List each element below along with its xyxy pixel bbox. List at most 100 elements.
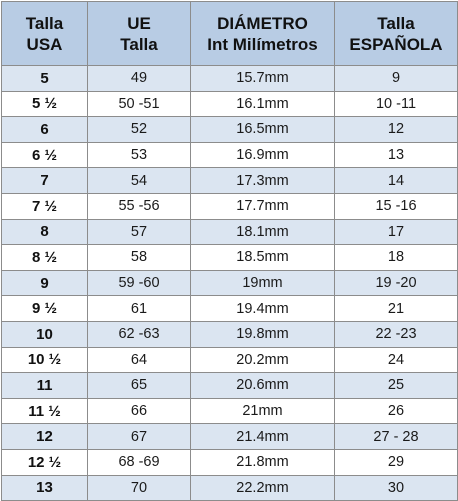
table-row: 13 70 22.2mm 30 — [1, 474, 458, 501]
cell-diametro: 15.7mm — [190, 65, 335, 92]
header-diametro-line2: Int Milímetros — [207, 34, 318, 54]
cell-diametro: 19.4mm — [190, 295, 335, 322]
table-row: 7 ½ 55 -56 17.7mm 15 -16 — [1, 192, 458, 220]
cell-usa: 12 — [1, 423, 88, 450]
table-header: Talla USA UE Talla DIÁMETRO Int Milímetr… — [1, 1, 458, 66]
table-body: 5 49 15.7mm 9 5 ½ 50 -51 16.1mm 10 -11 6… — [1, 65, 458, 501]
cell-diametro: 21.8mm — [190, 448, 335, 476]
table-row: 10 62 -63 19.8mm 22 -23 — [1, 320, 458, 348]
cell-espanola: 9 — [334, 65, 458, 92]
cell-espanola: 17 — [334, 218, 458, 246]
cell-usa: 6 — [1, 116, 88, 143]
cell-diametro: 17.7mm — [190, 192, 335, 220]
cell-ue: 61 — [87, 295, 191, 322]
header-talla-espanola: Talla ESPAÑOLA — [334, 1, 458, 66]
header-talla-usa-line2: USA — [26, 34, 63, 54]
cell-usa: 5 ½ — [1, 90, 88, 118]
table-row: 11 ½ 66 21mm 26 — [1, 397, 458, 425]
cell-ue: 54 — [87, 167, 191, 194]
cell-diametro: 20.6mm — [190, 372, 335, 399]
cell-ue: 68 -69 — [87, 448, 191, 476]
cell-usa: 10 — [1, 320, 88, 348]
cell-ue: 66 — [87, 397, 191, 425]
header-row: Talla USA UE Talla DIÁMETRO Int Milímetr… — [1, 1, 458, 66]
cell-usa: 8 — [1, 218, 88, 246]
cell-ue: 52 — [87, 116, 191, 143]
table-row: 5 ½ 50 -51 16.1mm 10 -11 — [1, 90, 458, 118]
cell-ue: 65 — [87, 372, 191, 399]
cell-usa: 12 ½ — [1, 448, 88, 476]
header-diametro: DIÁMETRO Int Milímetros — [190, 1, 335, 66]
cell-usa: 5 — [1, 65, 88, 92]
cell-diametro: 21mm — [190, 397, 335, 425]
cell-espanola: 25 — [334, 372, 458, 399]
cell-usa: 10 ½ — [1, 346, 88, 374]
cell-espanola: 27 - 28 — [334, 423, 458, 450]
cell-usa: 7 ½ — [1, 192, 88, 220]
cell-espanola: 26 — [334, 397, 458, 425]
cell-espanola: 29 — [334, 448, 458, 476]
table-row: 5 49 15.7mm 9 — [1, 65, 458, 92]
cell-espanola: 12 — [334, 116, 458, 143]
cell-usa: 9 ½ — [1, 295, 88, 322]
cell-ue: 57 — [87, 218, 191, 246]
cell-ue: 70 — [87, 474, 191, 501]
cell-espanola: 21 — [334, 295, 458, 322]
table-row: 6 52 16.5mm 12 — [1, 116, 458, 143]
cell-usa: 8 ½ — [1, 244, 88, 271]
header-talla-usa-line1: Talla — [25, 13, 64, 33]
cell-diametro: 22.2mm — [190, 474, 335, 501]
cell-ue: 59 -60 — [87, 269, 191, 297]
cell-espanola: 24 — [334, 346, 458, 374]
cell-usa: 11 — [1, 372, 88, 399]
cell-usa: 11 ½ — [1, 397, 88, 425]
cell-ue: 50 -51 — [87, 90, 191, 118]
cell-diametro: 16.9mm — [190, 141, 335, 169]
header-talla-espanola-line2: ESPAÑOLA — [349, 34, 443, 54]
cell-ue: 53 — [87, 141, 191, 169]
header-ue-talla-line2: Talla — [120, 34, 158, 54]
header-ue-talla: UE Talla — [87, 1, 191, 66]
table-row: 9 59 -60 19mm 19 -20 — [1, 269, 458, 297]
header-talla-espanola-line1: Talla — [377, 13, 415, 33]
cell-espanola: 19 -20 — [334, 269, 458, 297]
cell-ue: 67 — [87, 423, 191, 450]
table-row: 7 54 17.3mm 14 — [1, 167, 458, 194]
table-row: 8 ½ 58 18.5mm 18 — [1, 244, 458, 271]
cell-diametro: 19.8mm — [190, 320, 335, 348]
cell-diametro: 21.4mm — [190, 423, 335, 450]
cell-espanola: 22 -23 — [334, 320, 458, 348]
cell-diametro: 16.1mm — [190, 90, 335, 118]
cell-diametro: 19mm — [190, 269, 335, 297]
cell-espanola: 18 — [334, 244, 458, 271]
cell-diametro: 20.2mm — [190, 346, 335, 374]
cell-espanola: 15 -16 — [334, 192, 458, 220]
cell-espanola: 13 — [334, 141, 458, 169]
cell-diametro: 16.5mm — [190, 116, 335, 143]
table-row: 6 ½ 53 16.9mm 13 — [1, 141, 458, 169]
cell-ue: 62 -63 — [87, 320, 191, 348]
table-row: 11 65 20.6mm 25 — [1, 372, 458, 399]
header-talla-usa: Talla USA — [1, 1, 88, 66]
cell-diametro: 18.1mm — [190, 218, 335, 246]
cell-usa: 6 ½ — [1, 141, 88, 169]
cell-espanola: 14 — [334, 167, 458, 194]
cell-espanola: 10 -11 — [334, 90, 458, 118]
table-row: 10 ½ 64 20.2mm 24 — [1, 346, 458, 374]
cell-diametro: 17.3mm — [190, 167, 335, 194]
cell-ue: 58 — [87, 244, 191, 271]
table-row: 12 ½ 68 -69 21.8mm 29 — [1, 448, 458, 476]
cell-usa: 13 — [1, 474, 88, 501]
cell-ue: 55 -56 — [87, 192, 191, 220]
cell-usa: 7 — [1, 167, 88, 194]
cell-diametro: 18.5mm — [190, 244, 335, 271]
cell-ue: 49 — [87, 65, 191, 92]
cell-espanola: 30 — [334, 474, 458, 501]
cell-ue: 64 — [87, 346, 191, 374]
header-ue-talla-line1: UE — [127, 13, 151, 33]
header-diametro-line1: DIÁMETRO — [217, 13, 308, 33]
cell-usa: 9 — [1, 269, 88, 297]
table-row: 8 57 18.1mm 17 — [1, 218, 458, 246]
